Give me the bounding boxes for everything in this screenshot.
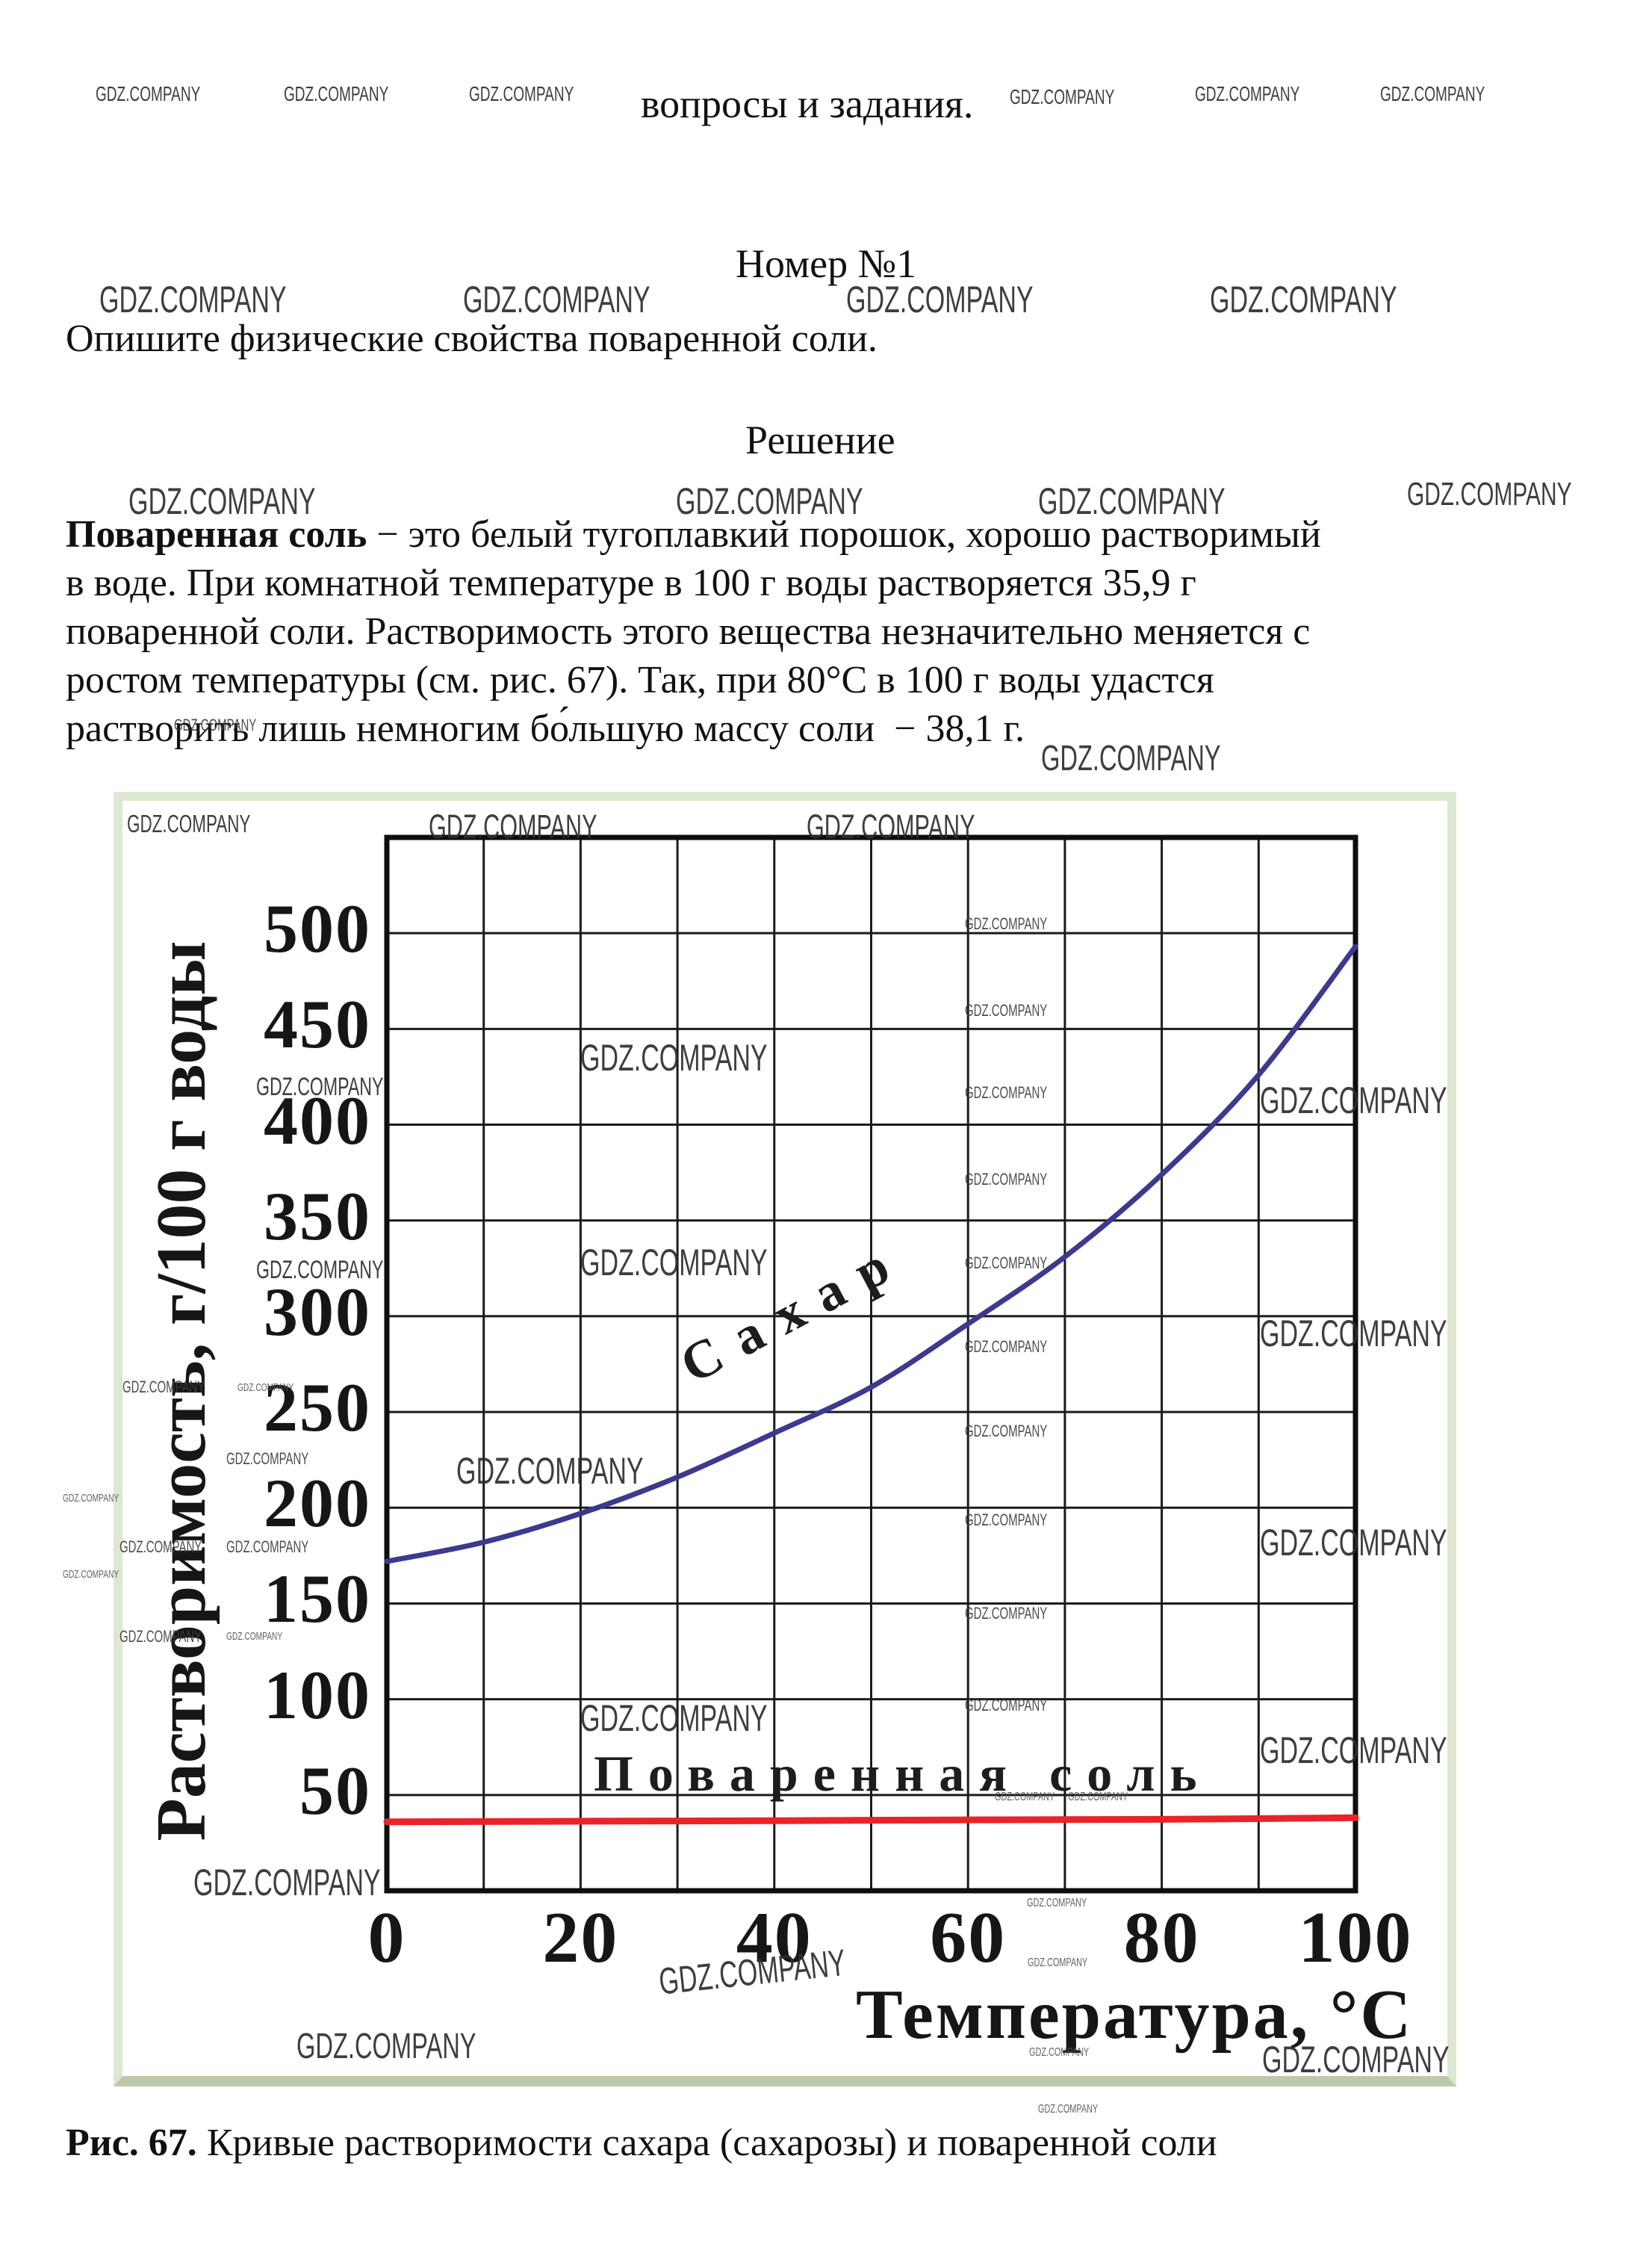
gdz-watermark: GDZ.COMPANY <box>174 716 257 734</box>
y-tick-label: 50 <box>299 1752 371 1829</box>
gdz-watermark: GDZ.COMPANY <box>1029 2046 1090 2059</box>
gdz-watermark: GDZ.COMPANY <box>846 279 1034 320</box>
solution-line-2: в воде. При комнатной температуре в 100 … <box>66 562 1196 604</box>
gdz-watermark: GDZ.COMPANY <box>580 1697 768 1739</box>
y-tick-label: 350 <box>264 1177 371 1254</box>
gdz-watermark: GDZ.COMPANY <box>1260 1522 1447 1564</box>
gdz-watermark: GDZ.COMPANY <box>1380 82 1485 105</box>
gdz-watermark: GDZ.COMPANY <box>1041 739 1221 778</box>
y-tick-label: 200 <box>264 1465 371 1542</box>
y-tick-label: 400 <box>264 1082 371 1159</box>
x-axis-label: Температура, °С <box>856 1976 1414 2054</box>
problem-number-heading: Номер №1 <box>736 241 917 286</box>
gdz-watermark: GDZ.COMPANY <box>127 810 251 837</box>
gdz-watermark: GDZ.COMPANY <box>296 2027 476 2066</box>
gdz-watermark: GDZ.COMPANY <box>284 82 389 105</box>
gdz-watermark: GDZ.COMPANY <box>469 82 574 105</box>
gdz-watermark: GDZ.COMPANY <box>429 808 597 846</box>
gdz-watermark: GDZ.COMPANY <box>1262 2039 1450 2080</box>
solution-line-4: ростом температуры (см. рис. 67). Так, п… <box>66 659 1214 701</box>
solution-lead-bold: Поваренная соль <box>66 513 367 556</box>
gdz-watermark: GDZ.COMPANY <box>226 1630 283 1643</box>
gdz-watermark: GDZ.COMPANY <box>965 1254 1048 1272</box>
gdz-watermark: GDZ.COMPANY <box>1407 476 1572 512</box>
figure-frame <box>114 792 1456 2086</box>
x-tick-label: 40 <box>736 1897 813 1978</box>
series-curve-sugar <box>384 944 1358 1564</box>
gdz-watermark: GDZ.COMPANY <box>1260 1079 1447 1121</box>
y-tick-label: 500 <box>264 890 371 967</box>
gdz-watermark: GDZ.COMPANY <box>995 1791 1055 1803</box>
plot-border <box>384 834 1358 1894</box>
figure-caption: Рис. 67. Кривые растворимости сахара (са… <box>66 2124 1217 2163</box>
x-tick-label: 80 <box>1123 1897 1200 1978</box>
gdz-watermark: GDZ.COMPANY <box>128 480 316 522</box>
gdz-watermark: GDZ.COMPANY <box>1010 85 1115 108</box>
gdz-watermark: GDZ.COMPANY <box>1028 1956 1088 1969</box>
gdz-watermark: GDZ.COMPANY <box>96 82 201 105</box>
gdz-watermark: GDZ.COMPANY <box>1260 1729 1447 1771</box>
gdz-watermark: GDZ.COMPANY <box>965 1001 1048 1020</box>
x-tick-label: 0 <box>367 1897 406 1978</box>
x-tick-label: 100 <box>1298 1897 1413 1978</box>
gdz-watermark: GDZ.COMPANY <box>1038 2103 1099 2116</box>
gdz-watermark: GDZ.COMPANY <box>63 1492 119 1505</box>
gdz-watermark: GDZ.COMPANY <box>1038 480 1226 522</box>
y-tick-label: 450 <box>264 986 371 1063</box>
solution-line-3: поваренной соли. Растворимость этого вещ… <box>66 610 1311 653</box>
gdz-watermark: GDZ.COMPANY <box>226 1537 309 1556</box>
gdz-watermark: GDZ.COMPANY <box>99 279 287 320</box>
gdz-watermark: GDZ.COMPANY <box>965 914 1048 933</box>
gdz-watermark: GDZ.COMPANY <box>965 1696 1048 1714</box>
gdz-watermark: GDZ.COMPANY <box>965 1337 1048 1356</box>
task-text: Опишите физические свойства поваренной с… <box>66 317 878 360</box>
x-tick-label: 60 <box>930 1897 1007 1978</box>
gdz-watermark: GDZ.COMPANY <box>463 279 650 320</box>
gdz-watermark: GDZ.COMPANY <box>965 1422 1048 1440</box>
y-tick-label: 300 <box>264 1273 371 1350</box>
gdz-watermark: GDZ.COMPANY <box>256 1073 384 1101</box>
solution-line-1: Поваренная соль − это белый тугоплавкий … <box>66 515 1321 554</box>
solution-line-5: растворить лишь немногим бо́льшую массу … <box>66 707 1025 750</box>
figure-caption-number: Рис. 67. <box>66 2122 197 2164</box>
gdz-watermark: GDZ.COMPANY <box>63 1568 119 1581</box>
gdz-watermark: GDZ.COMPANY <box>1068 1791 1128 1803</box>
gdz-watermark: GDZ.COMPANY <box>580 1037 768 1079</box>
gdz-watermark: GDZ.COMPANY <box>965 1511 1048 1529</box>
y-tick-label: 250 <box>264 1369 371 1446</box>
gdz-watermark: GDZ.COMPANY <box>1195 82 1300 105</box>
gdz-watermark: GDZ.COMPANY <box>676 480 863 522</box>
page-header-title: вопросы и задания. <box>641 81 974 126</box>
gdz-watermark: GDZ.COMPANY <box>456 1450 644 1492</box>
solution-line-1-rest: − это белый тугоплавкий порошок, хорошо … <box>367 513 1321 556</box>
solubility-chart <box>383 834 1359 1894</box>
figure-caption-text: Кривые растворимости сахара (сахарозы) и… <box>196 2122 1217 2164</box>
gdz-watermark: GDZ.COMPANY <box>256 1256 384 1284</box>
gdz-watermark: GDZ.COMPANY <box>1210 279 1397 320</box>
gdz-watermark: GDZ.COMPANY <box>580 1242 768 1283</box>
gdz-watermark: GDZ.COMPANY <box>226 1449 309 1468</box>
gdz-watermark: GDZ.COMPANY <box>119 1537 202 1556</box>
salt-curve-label: Поваренная соль <box>594 1745 1212 1802</box>
solution-heading: Решение <box>745 418 895 462</box>
gdz-watermark: GDZ.COMPANY <box>965 1170 1048 1189</box>
gdz-watermark: GDZ.COMPANY <box>1027 1897 1087 1909</box>
y-tick-label: 100 <box>264 1656 371 1733</box>
gdz-watermark: GDZ.COMPANY <box>193 1862 381 1903</box>
gdz-watermark: GDZ.COMPANY <box>965 1604 1048 1623</box>
gdz-watermark: GDZ.COMPANY <box>122 1378 205 1396</box>
y-tick-label: 150 <box>264 1561 371 1638</box>
gdz-watermark: GDZ.COMPANY <box>965 1083 1048 1102</box>
gdz-watermark: GDZ.COMPANY <box>237 1381 294 1394</box>
gdz-watermark: GDZ.COMPANY <box>807 808 975 846</box>
gdz-watermark: GDZ.COMPANY <box>1260 1313 1447 1354</box>
series-curve-salt <box>383 1814 1359 1826</box>
gdz-watermark: GDZ.COMPANY <box>119 1627 202 1646</box>
x-tick-label: 20 <box>542 1897 619 1978</box>
